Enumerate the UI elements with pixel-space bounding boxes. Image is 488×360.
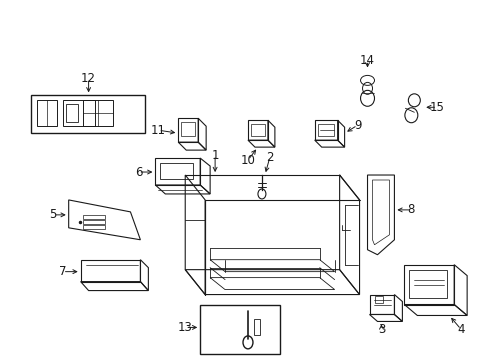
Bar [200, 305, 279, 354]
Bar [62, 100, 94, 126]
Bar [160, 163, 193, 179]
Text: 5: 5 [49, 208, 56, 221]
Text: 12: 12 [81, 72, 96, 85]
Text: 8: 8 [407, 203, 414, 216]
Text: 11: 11 [150, 124, 165, 137]
Bar [317, 124, 333, 136]
Text: 3: 3 [377, 323, 385, 336]
Text: 2: 2 [265, 150, 273, 163]
Text: 7: 7 [59, 265, 66, 278]
Bar [82, 220, 104, 224]
Bar [250, 124, 264, 136]
Bar [253, 319, 260, 336]
Bar [375, 296, 383, 302]
Bar [181, 122, 195, 136]
Text: 1: 1 [211, 149, 219, 162]
Text: 6: 6 [134, 166, 142, 179]
Text: 9: 9 [353, 119, 361, 132]
Bar [82, 215, 104, 219]
Bar [31, 95, 145, 133]
Bar [65, 104, 78, 122]
Text: 4: 4 [456, 323, 464, 336]
Text: 15: 15 [429, 101, 444, 114]
Text: 10: 10 [240, 154, 255, 167]
Text: 14: 14 [359, 54, 374, 67]
Bar [82, 225, 104, 229]
Text: 13: 13 [178, 321, 192, 334]
Bar [37, 100, 57, 126]
Bar [82, 100, 112, 126]
Bar [408, 270, 447, 298]
